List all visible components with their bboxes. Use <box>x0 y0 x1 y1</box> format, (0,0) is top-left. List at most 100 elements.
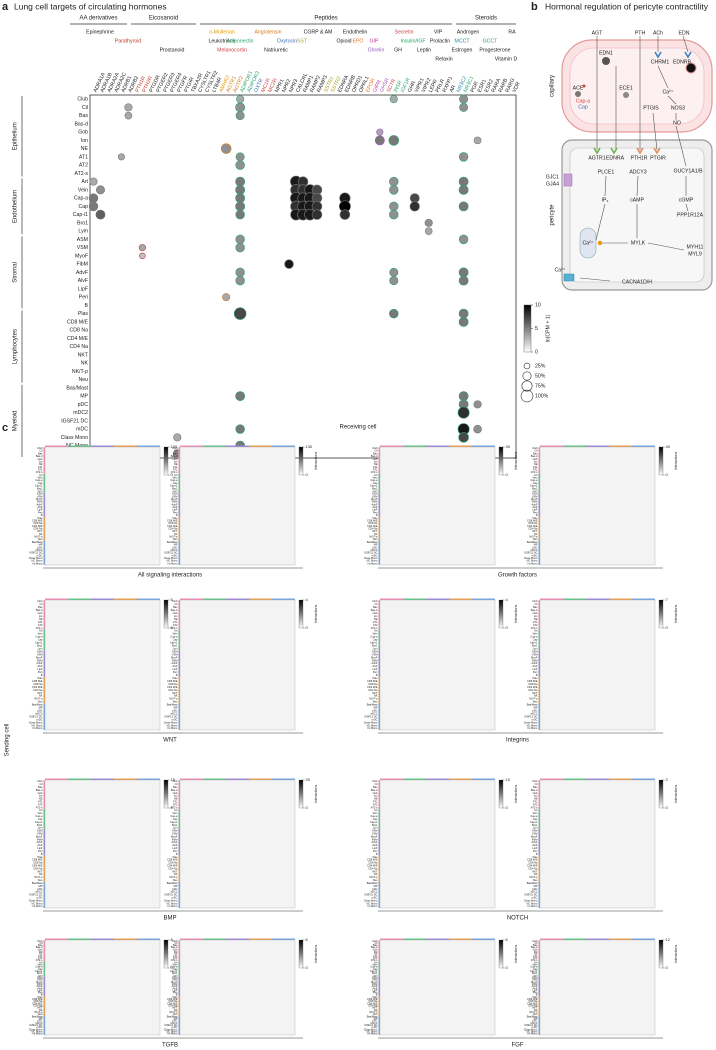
sender-label: Bas-d <box>36 945 43 949</box>
colorbar-title: Interactions <box>514 785 518 804</box>
dot <box>473 136 482 145</box>
sender-label: ASM <box>532 829 538 833</box>
colorbar-title: Interactions <box>314 785 318 804</box>
gene-label: VIPR2 <box>421 77 433 93</box>
colorbar-tick-label: 0 <box>306 965 309 970</box>
sender-label: MP <box>39 884 43 888</box>
sender-label: AT2-s <box>36 470 43 474</box>
sender-label: CD4 Na <box>33 526 43 530</box>
compartment-strip <box>378 600 380 630</box>
sender-label: Lym <box>38 973 43 977</box>
sender-label: B <box>536 852 538 856</box>
sender-label: Lym <box>533 973 538 977</box>
compartment-strip <box>632 445 655 447</box>
compartment-strip <box>378 540 380 565</box>
gene-label: GHSR <box>379 77 391 93</box>
sender-label: AdvF <box>531 984 537 988</box>
dot <box>117 153 125 161</box>
sender-label: mDC2 <box>530 711 538 715</box>
sender-label: NC Mono <box>527 901 539 905</box>
sender-label: Club <box>172 599 178 603</box>
dot <box>458 184 469 195</box>
sender-label: AdvF <box>531 661 537 665</box>
gene-label: MC2R <box>267 77 279 93</box>
colorbar-tick-label: 15 <box>171 777 176 782</box>
heatmap-caption: Integrins <box>506 738 529 744</box>
sender-label: mDC <box>172 553 178 557</box>
compartment-strip <box>178 650 180 677</box>
sender-label: Lym <box>373 646 378 650</box>
sender-label: MyoF <box>531 655 538 659</box>
dot <box>457 406 470 419</box>
sender-label: Lym <box>533 489 538 493</box>
sender-label: ASM <box>532 975 538 979</box>
sender-label: Bas/Mast <box>367 1014 378 1018</box>
gene-label: GIPR <box>372 79 383 93</box>
dot <box>409 201 420 212</box>
compartment-strip <box>378 492 380 517</box>
sender-label: NE <box>374 462 378 466</box>
compartment-strip <box>449 778 472 780</box>
sender-label: FibM <box>172 837 178 841</box>
compartment-strip <box>538 676 540 704</box>
sender-label: Cap <box>38 817 43 821</box>
label: capillary <box>550 75 556 97</box>
sender-label: Int Mono <box>527 904 538 908</box>
sender-label: NK/T-p <box>369 697 378 701</box>
sender-label: CD8 Na <box>33 861 43 865</box>
sender-label: Art <box>174 808 178 812</box>
sender-label: MP <box>534 543 538 547</box>
compartment-strip <box>378 1015 380 1035</box>
sender-label: Cap-a <box>170 478 178 482</box>
sender-label: CD8 Na <box>528 682 538 686</box>
sender-label: Neu <box>373 1012 378 1016</box>
cell-label: Cap <box>78 204 88 210</box>
label: EDNRB <box>673 59 692 65</box>
sender-label: Cil <box>534 941 537 945</box>
sender-label: NK/T-p <box>369 875 378 879</box>
sender-label: Plas <box>532 995 538 999</box>
sender-label: Bas/Mast <box>527 1014 538 1018</box>
sender-label: ASM <box>372 829 378 833</box>
sender-label: AdvF <box>371 661 377 665</box>
sender-label: AT2 <box>38 623 43 627</box>
sender-label: Cap-a <box>35 478 43 482</box>
sender-label: CD4 Na <box>368 526 378 530</box>
sender-label: AT2-s <box>371 805 378 809</box>
sender-label: MP <box>39 706 43 710</box>
sender-label: Cap <box>38 638 43 642</box>
sender-label: CD8 Na <box>33 521 43 525</box>
sender-label: Lym <box>373 489 378 493</box>
sender-label: NKT <box>372 691 378 695</box>
compartment-strip <box>563 778 586 780</box>
sender-label: Neu <box>173 1012 178 1016</box>
cell-label: Plas <box>78 311 88 317</box>
sender-label: VSM <box>172 652 178 656</box>
sender-label: Bro1 <box>37 643 43 647</box>
sender-label: mDC <box>532 896 538 900</box>
sender-label: MyoF <box>36 655 43 659</box>
sender-label: Class Mono <box>364 898 378 902</box>
sender-label: NK <box>534 872 538 876</box>
dot <box>235 193 246 204</box>
compartment-strip <box>203 445 226 447</box>
sender-label: AdvF <box>371 840 377 844</box>
sender-label: Cap-a <box>530 478 538 482</box>
compartment-strip <box>249 445 272 447</box>
heatmap-caption: All signaling interactions <box>138 573 202 579</box>
hormone-label: RA <box>508 29 516 35</box>
sender-label: CD4 M/E <box>527 1001 538 1005</box>
sender-label: Bas-d <box>36 454 43 458</box>
sender-label: CD8 Na <box>368 861 378 865</box>
sender-label: pDC <box>372 708 377 712</box>
compartment-strip <box>178 703 180 730</box>
dot <box>95 185 105 195</box>
sender-label: NK/T-p <box>169 697 178 701</box>
colorbar <box>498 446 504 476</box>
sender-label: AT1 <box>173 954 178 958</box>
sender-label: NC Mono <box>527 1029 539 1033</box>
sender-label: Neu <box>373 878 378 882</box>
dot <box>89 177 98 186</box>
gene-label: MC1R <box>260 77 272 93</box>
dot <box>376 128 384 136</box>
